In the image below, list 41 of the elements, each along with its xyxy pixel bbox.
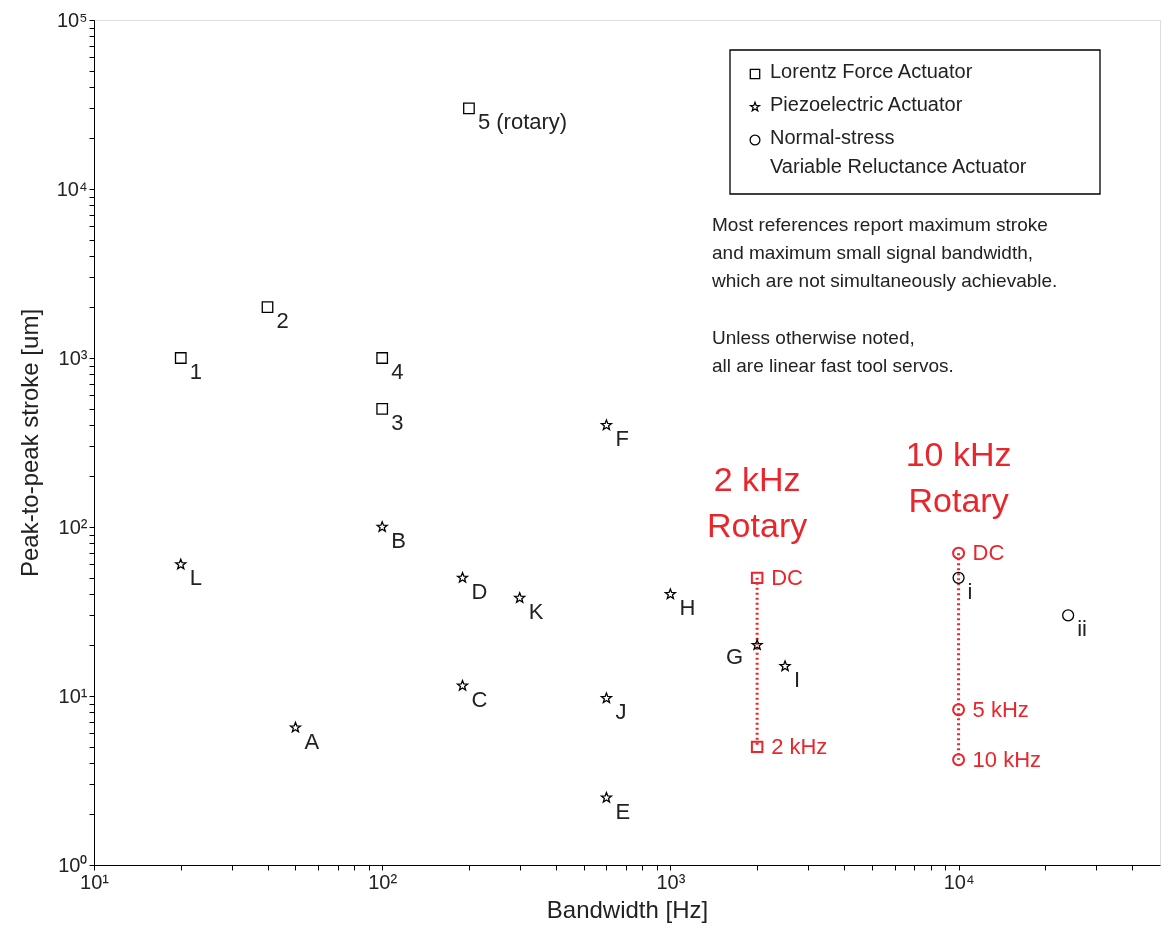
- annotation: K: [528, 599, 544, 625]
- annotation: A: [304, 728, 320, 754]
- annotation: H: [679, 595, 696, 621]
- y-axis-title: Peak-to-peak stroke [um]: [15, 308, 43, 578]
- annotation: 10 kHz: [972, 746, 1042, 772]
- annotation: DC: [972, 540, 1005, 566]
- series-label: 2 kHz Rotary: [707, 459, 808, 544]
- legend-label: Normal-stress Variable Reluctance Actuator: [770, 126, 1027, 177]
- annotation: 2: [276, 308, 289, 334]
- y-tick-label: 10¹: [58, 684, 88, 707]
- annotation: F: [615, 426, 629, 452]
- legend-label: Piezoelectric Actuator: [770, 93, 963, 115]
- annotation: I: [794, 667, 801, 693]
- annotation: 5 (rotary): [477, 109, 568, 135]
- annotation: 3: [391, 409, 404, 435]
- annotation: 5 kHz: [972, 696, 1029, 722]
- y-tick-label: 10⁵: [56, 8, 88, 31]
- x-axis-title: Bandwidth [Hz]: [546, 895, 709, 923]
- annotation: L: [189, 565, 202, 591]
- x-tick-label: 10³: [656, 870, 686, 893]
- annotation: 1: [189, 359, 202, 384]
- annotation: B: [391, 528, 406, 553]
- annotation: 4: [391, 359, 404, 384]
- y-tick-label: 10⁴: [56, 177, 88, 200]
- series-label: 10 kHz Rotary: [905, 435, 1012, 520]
- annotation: D: [471, 578, 488, 604]
- annotation: E: [615, 798, 631, 824]
- y-tick-label: 10²: [58, 515, 88, 538]
- x-tick-label: 10²: [368, 870, 398, 893]
- annotation: Unless otherwise noted, all are linear fast tool servos.: [712, 327, 954, 376]
- annotation: J: [615, 699, 627, 725]
- annotation: DC: [771, 564, 804, 590]
- annotation: 2 kHz: [771, 733, 828, 759]
- legend-label: Lorentz Force Actuator: [770, 60, 973, 82]
- annotation: C: [471, 686, 488, 712]
- x-tick-label: 10⁴: [943, 870, 975, 893]
- annotation: Most references report maximum stroke and maximum small signal bandwidth, which are not simultaneously achievable.: [711, 214, 1058, 291]
- y-tick-label: 10³: [58, 346, 88, 369]
- annotation: G: [726, 644, 744, 670]
- annotation: ii: [1077, 616, 1087, 642]
- annotation: i: [967, 578, 973, 604]
